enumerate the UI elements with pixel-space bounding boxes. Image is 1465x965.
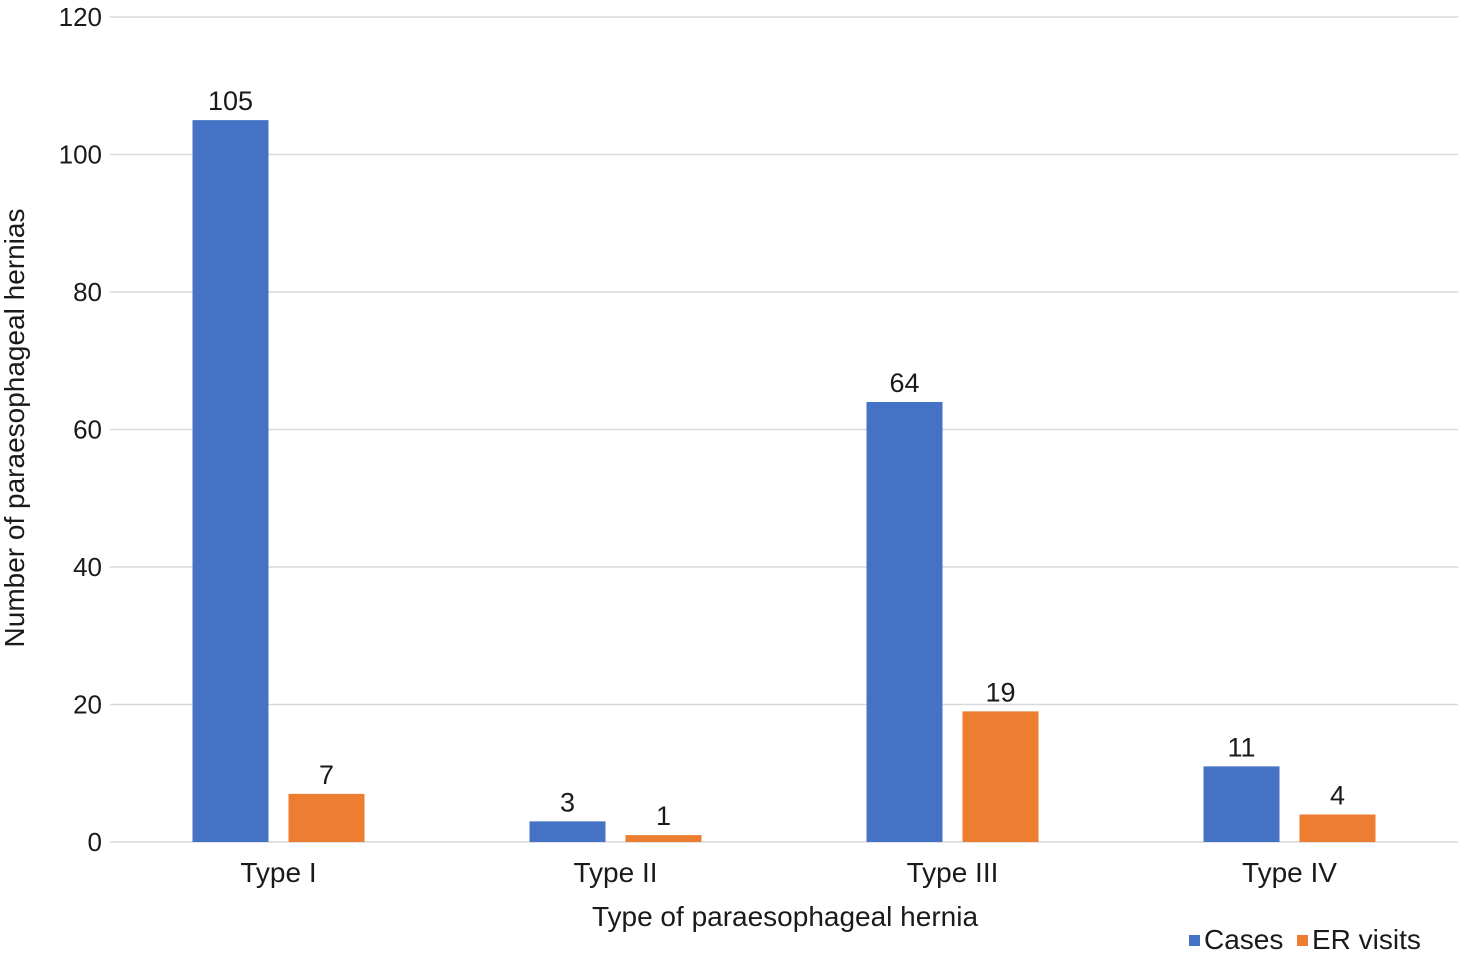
y-tick-label: 0 [88,827,102,857]
x-category-label: Type IV [1242,857,1337,888]
legend: Cases ER visits [1189,924,1421,955]
legend-swatch [1189,935,1200,946]
y-tick-label: 20 [73,690,102,720]
x-category-label: Type III [907,857,999,888]
bar-cases [866,402,943,842]
y-axis-title: Number of paraesophageal hernias [0,209,30,648]
x-category-label: Type II [573,857,657,888]
data-labels: 105 7 3 1 64 19 11 4 [208,86,1345,831]
legend-label: Cases [1204,924,1283,955]
x-axis-title: Type of paraesophageal hernia [592,901,978,932]
data-label: 4 [1330,781,1345,811]
y-tick-label: 80 [73,277,102,307]
bar-er-visits [962,711,1039,842]
y-tick-label: 120 [59,2,102,32]
x-category-label: Type I [240,857,316,888]
x-axis-categories: Type I Type II Type III Type IV [240,857,1337,888]
data-label: 7 [319,760,334,790]
data-label: 105 [208,86,253,116]
y-tick-label: 100 [59,140,102,170]
bar-cases [192,120,269,842]
bar-er-visits [625,835,702,842]
y-tick-label: 60 [73,415,102,445]
bar-er-visits [288,793,365,842]
bar-er-visits [1299,814,1376,842]
bar-cases [1203,766,1280,842]
y-axis-ticks: 0 20 40 60 80 100 120 [59,2,102,857]
data-label: 1 [656,801,671,831]
data-label: 19 [985,677,1015,707]
bars [192,120,1376,842]
data-label: 64 [889,368,919,398]
bar-cases [529,821,606,842]
legend-swatch [1297,935,1308,946]
y-tick-label: 40 [73,552,102,582]
legend-label: ER visits [1312,924,1421,955]
data-label: 3 [560,787,575,817]
data-label: 11 [1227,732,1255,762]
gridlines [110,16,1458,843]
